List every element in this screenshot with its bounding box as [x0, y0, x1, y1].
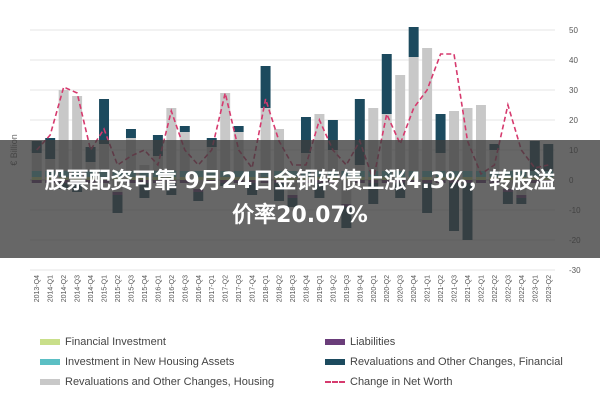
- headline-line-2: 价率20.07%: [232, 203, 368, 228]
- legend-label: Liabilities: [350, 336, 396, 348]
- legend-swatch: [40, 339, 60, 345]
- bar-segment: [99, 99, 110, 144]
- bar-segment: [435, 114, 446, 153]
- bar-segment: [408, 27, 419, 57]
- legend-swatch: [40, 359, 60, 365]
- y-tick-label: -30: [569, 266, 581, 275]
- x-tick-label: 2017-Q4: [250, 275, 257, 302]
- bar-segment: [381, 54, 392, 114]
- x-tick-label: 2016-Q3: [182, 275, 189, 302]
- legend-item-revaluations-financial: Revaluations and Other Changes, Financia…: [325, 356, 563, 368]
- x-tick-label: 2015-Q4: [142, 275, 149, 302]
- bar-segment: [179, 126, 190, 132]
- bar-segment: [220, 93, 231, 171]
- x-tick-label: 2023-Q1: [532, 275, 539, 302]
- bar-segment: [233, 126, 244, 132]
- x-tick-label: 2022-Q2: [492, 275, 499, 302]
- legend-swatch: [325, 339, 345, 345]
- x-tick-label: 2022-Q4: [519, 275, 526, 302]
- x-tick-label: 2020-Q4: [411, 275, 418, 302]
- bar-segment: [475, 105, 486, 171]
- bar-segment: [125, 129, 136, 138]
- x-tick-label: 2017-Q2: [223, 275, 230, 302]
- legend-label: Revaluations and Other Changes, Housing: [65, 376, 275, 388]
- bar-segment: [462, 108, 473, 171]
- bar-segment: [260, 108, 271, 171]
- legend-label: Investment in New Housing Assets: [65, 356, 235, 368]
- x-tick-label: 2017-Q3: [236, 275, 243, 302]
- x-tick-label: 2016-Q2: [169, 275, 176, 302]
- x-tick-label: 2022-Q3: [505, 275, 512, 302]
- headline-banner: 股票配资可靠 9月24日金铜转债上涨4.3%，转股溢 价率20.07%: [0, 140, 600, 258]
- x-tick-label: 2016-Q4: [196, 275, 203, 302]
- bar-segment: [422, 48, 433, 171]
- x-tick-label: 2019-Q1: [317, 275, 324, 302]
- legend-item-liabilities: Liabilities: [325, 336, 395, 348]
- legend-item-net-worth: Change in Net Worth: [325, 376, 453, 388]
- legend-item-new-housing: Investment in New Housing Assets: [40, 356, 234, 368]
- x-tick-label: 2013-Q4: [34, 275, 41, 302]
- bar-segment: [408, 57, 419, 171]
- headline-line-1: 股票配资可靠 9月24日金铜转债上涨4.3%，转股溢: [44, 169, 556, 194]
- legend-item-financial-investment: Financial Investment: [40, 336, 166, 348]
- legend-label: Revaluations and Other Changes, Financia…: [350, 356, 563, 368]
- x-tick-label: 2020-Q3: [398, 275, 405, 302]
- x-tick-label: 2015-Q3: [128, 275, 135, 302]
- x-tick-label: 2021-Q2: [438, 275, 445, 302]
- bar-segment: [395, 75, 406, 171]
- x-tick-label: 2014-Q1: [48, 275, 55, 302]
- y-tick-label: 20: [569, 116, 578, 125]
- x-tick-labels: 2013-Q4 2014-Q1 2014-Q2 2014-Q3 2014-Q4 2015-…: [34, 275, 553, 302]
- y-tick-label: 30: [569, 86, 578, 95]
- x-tick-label: 2018-Q3: [290, 275, 297, 302]
- bar-segment: [368, 108, 379, 171]
- x-tick-label: 2019-Q3: [344, 275, 351, 302]
- x-tick-label: 2015-Q1: [102, 275, 109, 302]
- x-tick-label: 2019-Q2: [330, 275, 337, 302]
- x-tick-label: 2023-Q2: [546, 275, 553, 302]
- x-tick-label: 2021-Q1: [425, 275, 432, 302]
- x-tick-label: 2022-Q1: [478, 275, 485, 302]
- y-tick-label: 40: [569, 56, 578, 65]
- x-tick-label: 2021-Q3: [452, 275, 459, 302]
- x-tick-label: 2015-Q2: [115, 275, 122, 302]
- y-tick-label: 50: [569, 26, 578, 35]
- legend-swatch-dashed: [325, 381, 345, 383]
- x-tick-label: 2019-Q4: [357, 275, 364, 302]
- bar-segment: [354, 99, 365, 165]
- x-tick-label: 2016-Q1: [155, 275, 162, 302]
- x-tick-label: 2020-Q2: [384, 275, 391, 302]
- x-tick-label: 2017-Q1: [209, 275, 216, 302]
- x-tick-label: 2014-Q3: [75, 275, 82, 302]
- bar-segment: [300, 117, 311, 153]
- x-tick-label: 2014-Q4: [88, 275, 95, 302]
- bar-segment: [327, 120, 338, 150]
- x-tick-label: 2018-Q1: [263, 275, 270, 302]
- bar-segment: [260, 66, 271, 108]
- bar-segment: [72, 96, 83, 171]
- x-tick-label: 2021-Q4: [465, 275, 472, 302]
- legend-label: Financial Investment: [65, 336, 166, 348]
- bar-segment: [58, 90, 69, 171]
- legend-label: Change in Net Worth: [350, 376, 453, 388]
- legend-item-revaluations-housing: Revaluations and Other Changes, Housing: [40, 376, 274, 388]
- legend-swatch: [325, 359, 345, 365]
- x-tick-label: 2020-Q1: [371, 275, 378, 302]
- chart-legend: Financial Investment Investment in New H…: [0, 328, 600, 400]
- x-tick-label: 2018-Q4: [303, 275, 310, 302]
- bar-segment: [166, 108, 177, 171]
- x-tick-label: 2014-Q2: [61, 275, 68, 302]
- legend-swatch: [40, 379, 60, 385]
- x-tick-label: 2018-Q2: [277, 275, 284, 302]
